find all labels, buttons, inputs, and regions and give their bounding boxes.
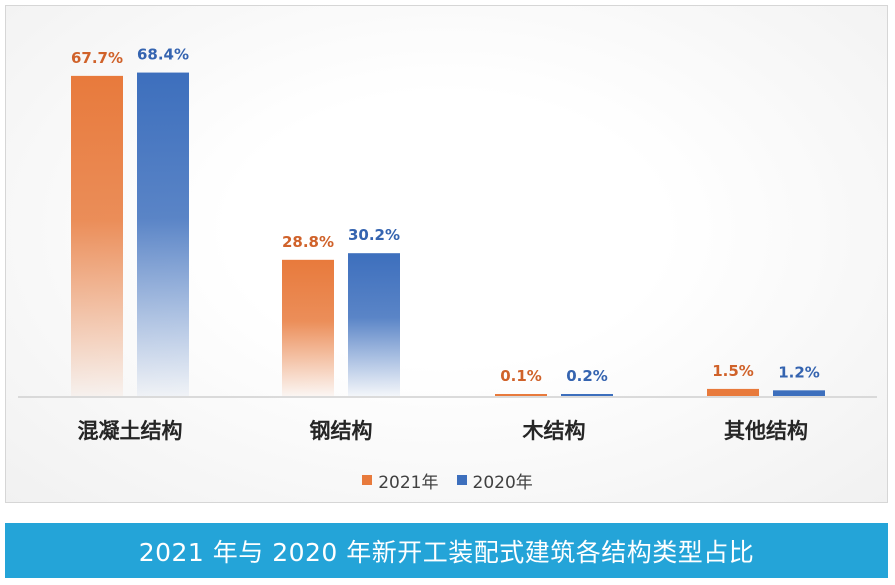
value-label-2020-2: 0.2% — [566, 367, 608, 385]
legend-label-2021: 2021年 — [378, 472, 439, 493]
category-label-1: 钢结构 — [310, 419, 373, 443]
value-label-2021-1: 28.8% — [282, 233, 334, 251]
chart-panel: 67.7% 68.4% 混凝土结构 28.8% 30.2% 钢结构 0.1% 0.2% 木结构 1… — [5, 5, 888, 503]
legend: 2021年 2020年 — [6, 468, 887, 493]
legend-swatch-2020 — [456, 475, 467, 485]
legend-item-2021: 2021年 — [362, 468, 439, 493]
category-label-2: 木结构 — [522, 419, 586, 443]
bar-2021-0 — [71, 75, 123, 396]
value-label-2021-2: 0.1% — [500, 367, 542, 385]
category-label-3: 其他结构 — [724, 419, 808, 443]
value-label-2020-0: 68.4% — [137, 46, 189, 64]
value-label-2020-1: 30.2% — [348, 226, 400, 244]
bar-2020-2 — [561, 394, 613, 396]
bar-2020-3 — [773, 390, 825, 396]
caption-bar: 2021 年与 2020 年新开工装配式建筑各结构类型占比 — [5, 523, 888, 578]
legend-item-2020: 2020年 — [456, 468, 533, 493]
bar-2021-1 — [282, 259, 334, 396]
bar-2021-3 — [707, 388, 759, 396]
legend-label-2020: 2020年 — [472, 472, 533, 493]
value-label-2021-0: 67.7% — [71, 49, 123, 67]
bar-2020-1 — [348, 253, 400, 396]
category-label-0: 混凝土结构 — [78, 419, 183, 443]
legend-swatch-2021 — [362, 475, 373, 485]
value-label-2021-3: 1.5% — [712, 362, 754, 380]
value-label-2020-3: 1.2% — [778, 363, 820, 381]
bar-2021-2 — [495, 394, 547, 396]
bar-chart: 67.7% 68.4% 混凝土结构 28.8% 30.2% 钢结构 0.1% 0.2% 木结构 1… — [18, 46, 877, 443]
caption-text: 2021 年与 2020 年新开工装配式建筑各结构类型占比 — [138, 537, 755, 567]
bar-2020-0 — [137, 72, 189, 397]
